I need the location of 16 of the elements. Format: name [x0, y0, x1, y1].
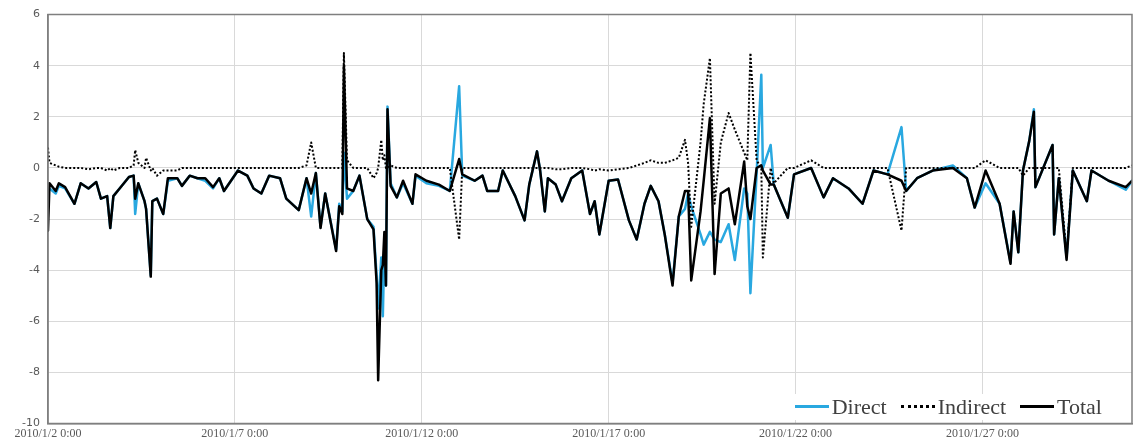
x-tick-label: 2010/1/22 0:00 — [759, 425, 833, 440]
x-tick-label: 2010/1/17 0:00 — [572, 425, 646, 440]
legend-label: Direct — [831, 393, 887, 420]
x-tick-label: 2010/1/7 0:00 — [201, 425, 269, 440]
y-tick-label: -6 — [29, 314, 40, 328]
legend-label: Indirect — [937, 393, 1007, 420]
y-tick-label: 4 — [32, 58, 40, 72]
y-tick-label: -8 — [29, 365, 40, 379]
x-tick-label: 2010/1/12 0:00 — [385, 425, 459, 440]
y-tick-label: 6 — [32, 7, 40, 21]
y-tick-label: -4 — [29, 263, 40, 277]
legend-label: Total — [1057, 393, 1102, 420]
y-tick-label: -2 — [29, 211, 40, 225]
x-tick-label: 2010/1/27 0:00 — [945, 425, 1019, 440]
y-tick-label: 2 — [32, 109, 40, 123]
y-tick-label: 0 — [32, 160, 40, 174]
